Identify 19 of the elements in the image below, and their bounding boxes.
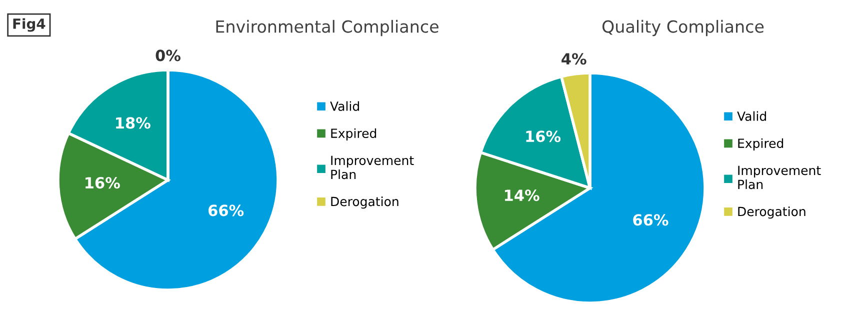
- data-label: 66%: [633, 214, 668, 226]
- data-label: 16%: [86, 177, 120, 189]
- caption: Fig4: [13, 18, 46, 32]
- data-label: 4%: [562, 53, 586, 65]
- legend-label: Derogation: [331, 196, 398, 209]
- data-label: 14%: [504, 190, 540, 202]
- chart-title: Environmental Compliance: [216, 20, 438, 36]
- data-label: 66%: [208, 204, 244, 216]
- legend-label: Derogation: [738, 206, 806, 219]
- legend-label: Expired: [738, 138, 784, 150]
- text: 0%: [156, 50, 180, 62]
- data-label: 18%: [116, 117, 150, 129]
- chart-title: Quality Compliance: [602, 20, 764, 36]
- legend-label: Valid: [737, 111, 766, 121]
- legend-label: Expired: [331, 128, 376, 140]
- data-label: 16%: [526, 130, 561, 142]
- legend-label: Improvement Plan: [331, 156, 414, 180]
- legend-label: Valid: [330, 101, 359, 111]
- legend-label: Improvement Plan: [738, 166, 821, 190]
